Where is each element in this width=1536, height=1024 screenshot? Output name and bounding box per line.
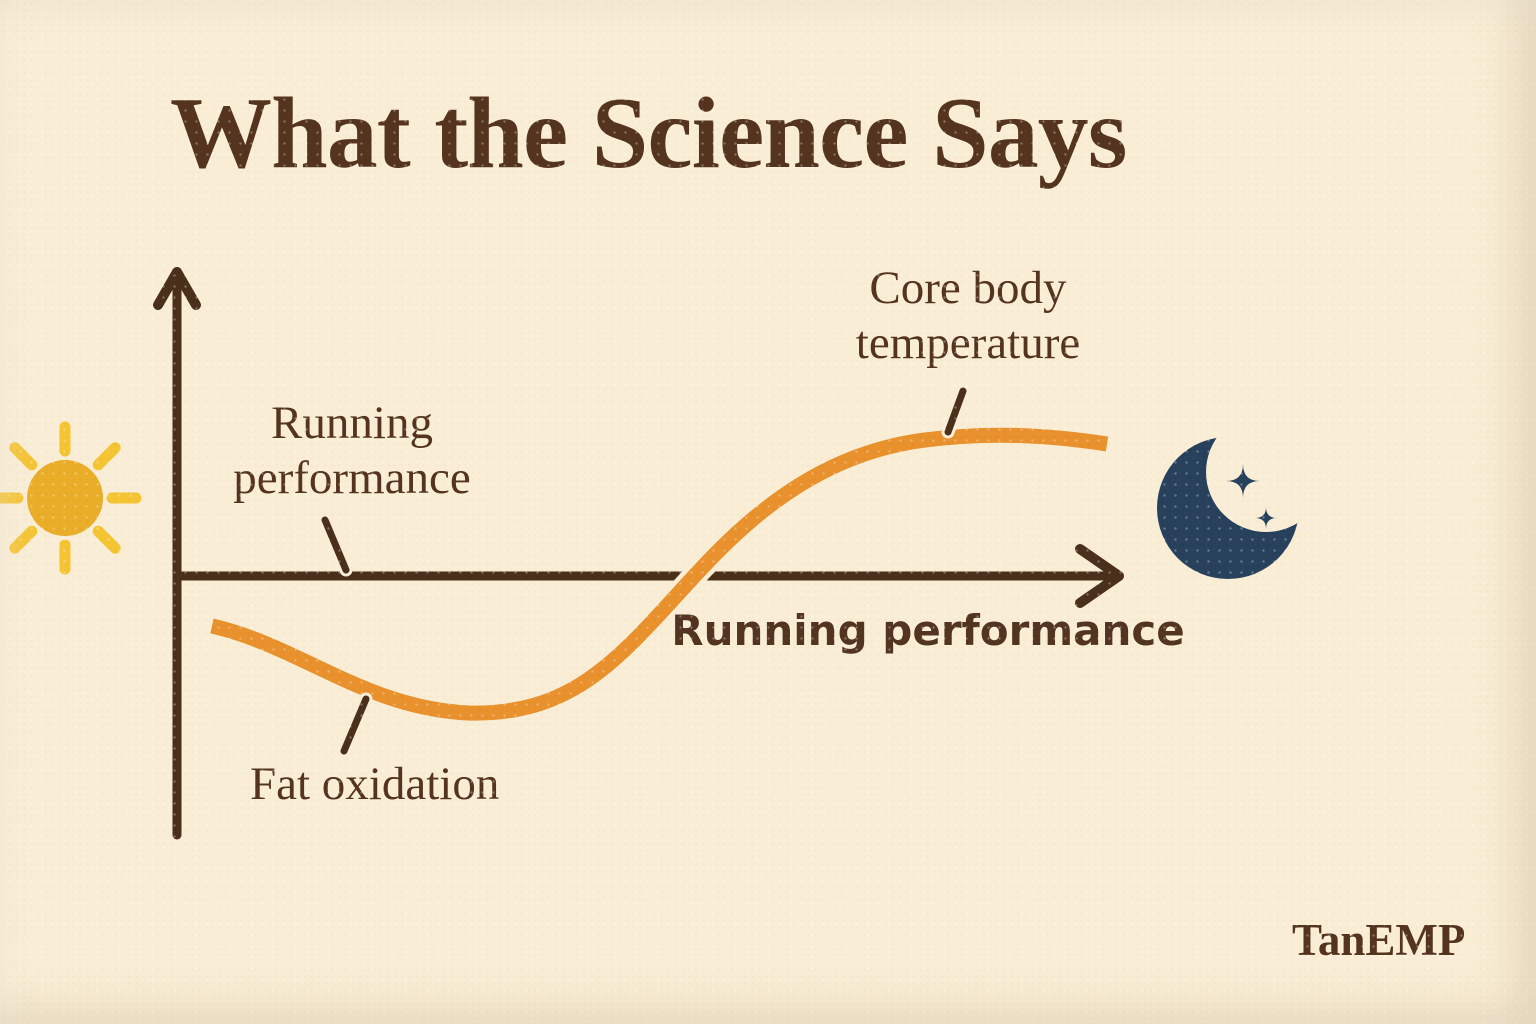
physiology-curve [210, 427, 1109, 721]
moon-bite [1206, 412, 1326, 532]
sun-icon [0, 421, 142, 575]
moon-icon [1157, 412, 1326, 579]
x-axis-label: Running performance [671, 606, 1185, 655]
label-running-performance-baseline: Running performance [233, 397, 471, 504]
baseline-connector-line [321, 516, 350, 574]
fat-oxidation-connector-line [340, 695, 370, 755]
label-core-body-temperature: Core body temperature [855, 262, 1081, 369]
label-fat-oxidation: Fat oxidation [250, 758, 500, 810]
page-title: What the Science Says [170, 77, 1127, 190]
sun-rays [0, 421, 142, 575]
sun-core [27, 460, 103, 536]
moon-sparkles [1226, 464, 1277, 529]
credit-text: TanEMP [1292, 915, 1466, 965]
sparkle-icon-large [1226, 464, 1260, 498]
x-axis-arrowhead-icon [1075, 544, 1124, 608]
y-axis-arrowhead-icon [153, 267, 201, 310]
core-temp-connector-line [944, 387, 967, 436]
sparkle-icon-small [1255, 507, 1277, 529]
